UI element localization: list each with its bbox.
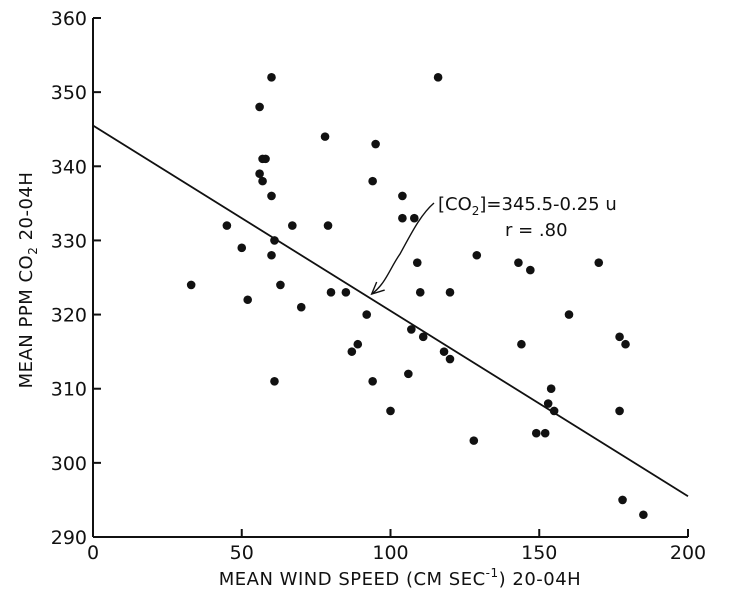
y-tick-label: 310 [51, 379, 87, 401]
data-point [270, 236, 279, 245]
data-point [407, 325, 416, 334]
tick-labels: 0 50 100 150 200 290 300 310 320 330 340 350 360 [51, 8, 706, 564]
y-tick-label: 290 [51, 527, 87, 549]
data-point [243, 295, 252, 305]
data-point [594, 258, 604, 267]
data-point [469, 436, 479, 445]
data-point [514, 258, 523, 267]
regression-line [92, 124, 689, 497]
data-point [546, 384, 556, 394]
data-point [412, 258, 422, 267]
tick-marks [92, 17, 689, 538]
data-point [526, 265, 535, 275]
data-point [368, 176, 377, 186]
data-point [445, 288, 455, 297]
data-point [621, 339, 630, 349]
x-axis-label: MEAN WIND SPEED (CM SEC-1) 20-04H [219, 566, 581, 590]
y-tick-label: 350 [51, 82, 87, 104]
data-point [368, 377, 377, 386]
y-tick-label: 320 [51, 305, 87, 327]
data-point [261, 154, 270, 164]
data-point [270, 377, 279, 386]
data-point [386, 406, 395, 416]
data-point [186, 280, 196, 290]
data-point [267, 73, 276, 82]
x-tick-label: 150 [521, 542, 557, 564]
data-point [618, 495, 627, 505]
data-point [433, 73, 443, 82]
axes [92, 18, 688, 538]
data-point [615, 332, 624, 342]
y-tick-label: 340 [51, 156, 87, 178]
data-point [639, 510, 648, 520]
data-point [398, 191, 407, 201]
data-point [615, 406, 624, 416]
y-tick-label: 360 [51, 8, 87, 30]
data-point [323, 221, 333, 230]
y-axis-label: MEAN PPM CO2 20-04H [16, 172, 40, 389]
data-point [353, 339, 363, 349]
x-tick-label: 0 [87, 542, 99, 564]
data-point [531, 428, 541, 438]
data-point [543, 399, 553, 408]
y-tick-label: 300 [51, 453, 87, 475]
data-point [288, 221, 297, 230]
x-tick-label: 50 [230, 542, 254, 564]
data-point [439, 347, 449, 356]
data-point [404, 369, 413, 379]
annotation-arrow [371, 202, 435, 295]
x-tick-label: 100 [372, 542, 408, 564]
regression-equation: [CO2]=345.5-0.25 u [438, 194, 617, 218]
data-point [267, 191, 276, 201]
data-point [418, 332, 428, 342]
x-tick-label: 200 [670, 542, 706, 564]
data-point [341, 288, 351, 297]
data-point [472, 250, 482, 260]
data-point [237, 243, 247, 253]
data-point [410, 213, 419, 223]
data-point [371, 139, 380, 149]
data-point [347, 347, 357, 356]
data-point [415, 288, 425, 297]
data-point [258, 176, 267, 186]
data-point [445, 354, 455, 364]
data-point [296, 302, 306, 312]
data-point [267, 250, 276, 260]
data-point [398, 213, 407, 223]
data-point [549, 406, 559, 416]
data-point [362, 310, 372, 319]
data-points [186, 73, 648, 520]
data-point [564, 310, 574, 319]
data-point [255, 169, 264, 178]
data-point [222, 221, 232, 230]
annotation-arrowhead [370, 281, 385, 296]
data-point [276, 280, 285, 290]
data-point [326, 288, 336, 297]
data-point [255, 102, 264, 112]
correlation-label: r = .80 [505, 220, 568, 241]
data-point [540, 428, 550, 438]
data-point [320, 132, 330, 141]
data-point [517, 339, 526, 349]
y-tick-label: 330 [51, 230, 87, 252]
